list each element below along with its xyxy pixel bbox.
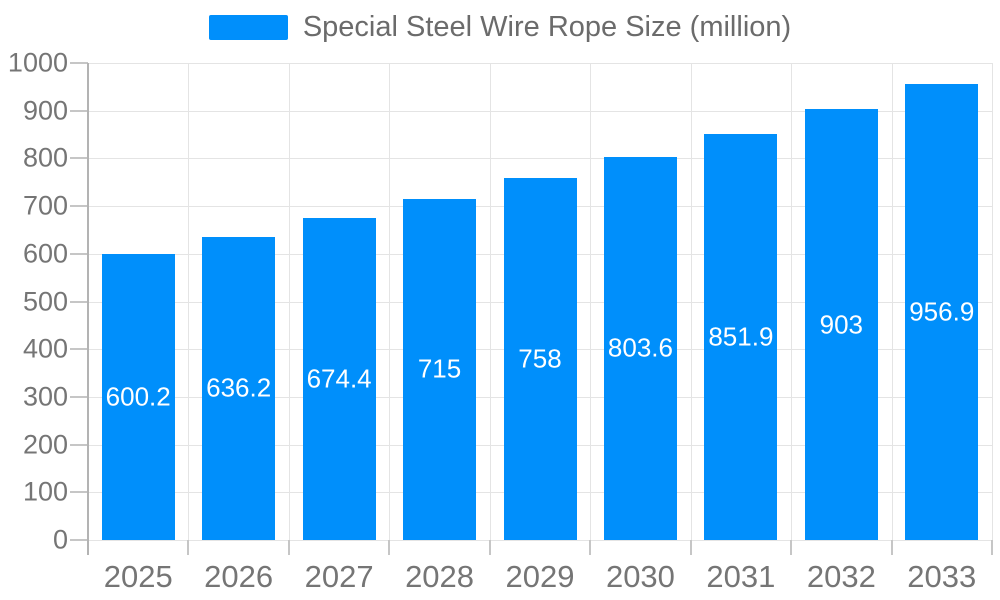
x-axis-tick [388, 540, 391, 555]
bar-value-label: 758 [518, 343, 562, 374]
bar-2030[interactable]: 803.6 [603, 156, 677, 540]
v-gridline [992, 63, 993, 540]
x-axis-tick [689, 540, 692, 555]
y-axis-tick [70, 395, 88, 398]
y-axis-label: 1000 [7, 47, 68, 78]
h-gridline [88, 110, 992, 112]
y-axis-line [87, 63, 89, 555]
bar-value-label: 636.2 [206, 372, 272, 403]
bar-value-label: 803.6 [607, 332, 673, 363]
bar-2025[interactable]: 600.2 [101, 253, 175, 540]
y-axis-tick [70, 300, 88, 303]
x-axis-label: 2030 [605, 559, 675, 594]
x-axis-tick [589, 540, 592, 555]
bar-2031[interactable]: 851.9 [704, 133, 778, 540]
bar-value-label: 674.4 [306, 363, 372, 394]
v-gridline [389, 63, 391, 540]
v-gridline [690, 63, 692, 540]
x-axis-tick [488, 540, 491, 555]
v-gridline [489, 63, 491, 540]
x-axis-tick [790, 540, 793, 555]
y-axis-label: 100 [22, 476, 68, 507]
y-axis-label: 300 [22, 381, 68, 412]
y-axis-label: 400 [22, 333, 68, 364]
y-axis-tick [70, 157, 88, 160]
y-axis-tick [70, 62, 88, 64]
x-axis-tick [890, 540, 893, 555]
v-gridline [791, 63, 793, 540]
legend-item[interactable]: Special Steel Wire Rope Size (million) [0, 11, 1000, 44]
y-axis-labels: 0 100 200 300 400 500 600 700 800 900 1000 [0, 48, 68, 555]
y-axis-tick [70, 348, 88, 351]
legend-swatch [208, 15, 288, 41]
y-axis-tick [70, 252, 88, 255]
bar-value-label: 600.2 [105, 381, 171, 412]
y-axis-tick [70, 539, 88, 541]
y-axis-tick [70, 443, 88, 446]
x-axis-tick [991, 540, 993, 555]
y-axis-label: 0 [52, 524, 68, 555]
y-axis-label: 700 [22, 190, 68, 221]
y-axis-label: 200 [22, 429, 68, 460]
x-axis-label: 2025 [103, 559, 173, 594]
v-gridline [288, 63, 290, 540]
h-gridline [88, 158, 992, 160]
v-gridline [188, 63, 190, 540]
y-axis-tick [70, 205, 88, 208]
bar-value-label: 851.9 [708, 321, 774, 352]
x-axis-label: 2026 [204, 559, 274, 594]
legend-label: Special Steel Wire Rope Size (million) [302, 11, 792, 43]
v-gridline [891, 63, 893, 540]
plot-area: 600.2 636.2 674.4 715 758 803.6 851.9 903 956.9 [70, 62, 993, 555]
x-axis-label: 2028 [405, 559, 475, 594]
bar-value-label: 903 [819, 309, 864, 340]
y-axis-label: 900 [22, 95, 68, 126]
h-gridline [88, 540, 992, 541]
x-axis-labels: 2025 2026 2027 2028 2029 2030 2031 2032 2033 [88, 559, 992, 595]
bar-2033[interactable]: 956.9 [905, 83, 979, 540]
y-axis-label: 500 [22, 286, 68, 316]
y-axis-tick [70, 109, 88, 112]
v-gridline [590, 63, 592, 540]
bar-2027[interactable]: 674.4 [302, 218, 376, 540]
y-axis-label: 800 [22, 142, 68, 173]
bar-value-label: 956.9 [909, 296, 975, 327]
y-axis-tick [70, 491, 88, 494]
bar-value-label: 715 [417, 353, 462, 384]
x-axis-label: 2031 [706, 559, 776, 594]
bar-2032[interactable]: 903 [804, 109, 878, 540]
h-gridline [88, 63, 992, 64]
bar-2029[interactable]: 758 [503, 178, 577, 540]
x-axis-tick [187, 540, 190, 555]
x-axis-label: 2033 [907, 559, 977, 594]
bar-2028[interactable]: 715 [403, 198, 477, 540]
x-axis-label: 2032 [806, 559, 876, 594]
x-axis-label: 2029 [505, 559, 575, 594]
y-axis-label: 600 [22, 238, 68, 269]
x-axis-tick [287, 540, 290, 555]
bar-2026[interactable]: 636.2 [202, 236, 276, 540]
x-axis-label: 2027 [304, 559, 374, 594]
